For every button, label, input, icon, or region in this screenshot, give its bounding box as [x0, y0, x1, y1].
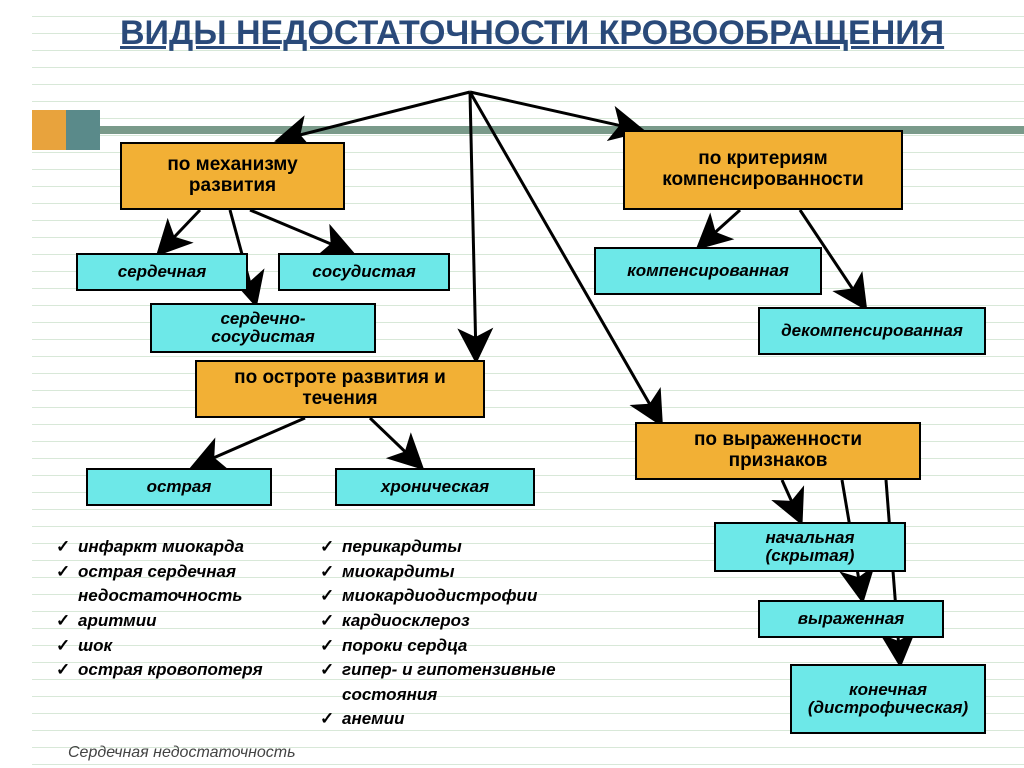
list-item-text: пороки сердца — [342, 634, 467, 659]
box-comp: компенсированн­ая — [594, 247, 822, 295]
box-chron: хроническая — [335, 468, 535, 506]
list-item-text: острая кровопотеря — [78, 658, 263, 683]
list-item-text: кардиосклероз — [342, 609, 470, 634]
list-item: ✓шок — [56, 634, 306, 659]
box-ostr: острая — [86, 468, 272, 506]
box-expr: по выраженности признаков — [635, 422, 921, 480]
box-crit: по критериям компенсированно­сти — [623, 130, 903, 210]
check-icon: ✓ — [56, 658, 78, 683]
diagram-title: ВИДЫ НЕДОСТАТОЧНОСТИ КРОВООБРАЩЕНИЯ — [120, 14, 944, 53]
check-icon: ✓ — [320, 658, 342, 683]
box-acute_cat: по остроте развития и течения — [195, 360, 485, 418]
check-icon: ✓ — [320, 584, 342, 609]
check-icon: ✓ — [56, 634, 78, 659]
footer-note: Сердечная недостаточность — [68, 744, 296, 762]
list-item-text: острая сердечная недостаточность — [78, 560, 306, 609]
box-init: начальная (скрытая) — [714, 522, 906, 572]
list-item: ✓гипер- и гипотензивные состояния — [320, 658, 620, 707]
list-item: ✓миокардиты — [320, 560, 620, 585]
list-item-text: миокардиодистрофии — [342, 584, 537, 609]
check-icon: ✓ — [56, 535, 78, 560]
list-chron_list: ✓перикардиты✓миокардиты✓миокардиодистроф… — [320, 535, 620, 732]
list-item-text: инфаркт миокарда — [78, 535, 244, 560]
list-item-text: гипер- и гипотензивные состояния — [342, 658, 620, 707]
side-teal-square — [66, 110, 100, 150]
box-kon: конечная (дистрофичес­кая) — [790, 664, 986, 734]
list-item-text: анемии — [342, 707, 405, 732]
box-decomp: декомпенсирован­ная — [758, 307, 986, 355]
list-item: ✓пороки сердца — [320, 634, 620, 659]
box-vyr: выраженная — [758, 600, 944, 638]
list-item: ✓острая кровопотеря — [56, 658, 306, 683]
check-icon: ✓ — [320, 634, 342, 659]
list-item-text: шок — [78, 634, 112, 659]
list-item: ✓инфаркт миокарда — [56, 535, 306, 560]
check-icon: ✓ — [320, 707, 342, 732]
list-item: ✓перикардиты — [320, 535, 620, 560]
list-item-text: перикардиты — [342, 535, 462, 560]
box-mech: по механизму развития — [120, 142, 345, 210]
list-item: ✓миокардиодистрофии — [320, 584, 620, 609]
list-item-text: миокардиты — [342, 560, 455, 585]
check-icon: ✓ — [56, 560, 78, 585]
list-item: ✓кардиосклероз — [320, 609, 620, 634]
list-item: ✓анемии — [320, 707, 620, 732]
check-icon: ✓ — [320, 609, 342, 634]
list-item: ✓аритмии — [56, 609, 306, 634]
box-vasc: сосудистая — [278, 253, 450, 291]
left-white-column — [0, 0, 32, 768]
box-card: сердечная — [76, 253, 248, 291]
list-item-text: аритмии — [78, 609, 156, 634]
check-icon: ✓ — [56, 609, 78, 634]
list-item: ✓острая сердечная недостаточность — [56, 560, 306, 609]
side-orange-square — [32, 110, 66, 150]
check-icon: ✓ — [320, 535, 342, 560]
check-icon: ✓ — [320, 560, 342, 585]
list-ostr_list: ✓инфаркт миокарда✓острая сердечная недос… — [56, 535, 306, 683]
box-cv: сердечно-сосудистая — [150, 303, 376, 353]
